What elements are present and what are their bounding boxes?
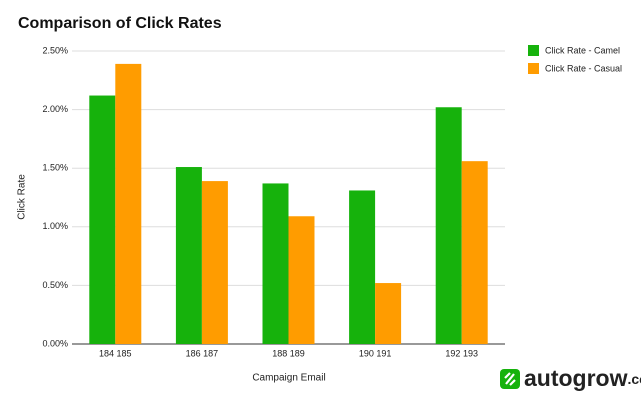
x-tick-label: 184 185: [99, 348, 132, 358]
y-tick-label: 1.00%: [42, 221, 68, 231]
bar: [288, 216, 315, 344]
logo-suffix: .co: [628, 371, 641, 387]
legend-swatch: [528, 63, 539, 74]
bar: [89, 95, 116, 344]
logo: autogrow.co: [500, 365, 641, 391]
bar: [435, 107, 462, 344]
bar: [115, 63, 142, 344]
x-axis-label: Campaign Email: [252, 373, 325, 384]
chart-title: Comparison of Click Rates: [18, 15, 222, 32]
bar: [175, 167, 202, 344]
x-tick-label: 190 191: [359, 348, 392, 358]
y-tick-label: 2.00%: [42, 104, 68, 114]
bar: [375, 283, 402, 344]
logo-text: autogrow.co: [524, 365, 641, 391]
logo-name: autogrow: [524, 365, 628, 391]
y-tick-label: 0.00%: [42, 338, 68, 348]
bar: [201, 181, 228, 344]
y-tick-label: 1.50%: [42, 163, 68, 173]
x-tick-label: 188 189: [272, 348, 305, 358]
x-tick-label: 192 193: [445, 348, 478, 358]
y-axis-label: Click Rate: [17, 174, 28, 220]
logo-icon-mark: [504, 372, 516, 386]
legend-label: Click Rate - Camel: [545, 45, 620, 55]
x-tick-label: 186 187: [186, 348, 219, 358]
legend-label: Click Rate - Casual: [545, 63, 622, 73]
bar: [262, 183, 289, 344]
bar: [461, 161, 488, 344]
y-tick-label: 2.50%: [42, 45, 68, 55]
y-tick-label: 0.50%: [42, 280, 68, 290]
legend-swatch: [528, 45, 539, 56]
bar: [349, 190, 376, 344]
